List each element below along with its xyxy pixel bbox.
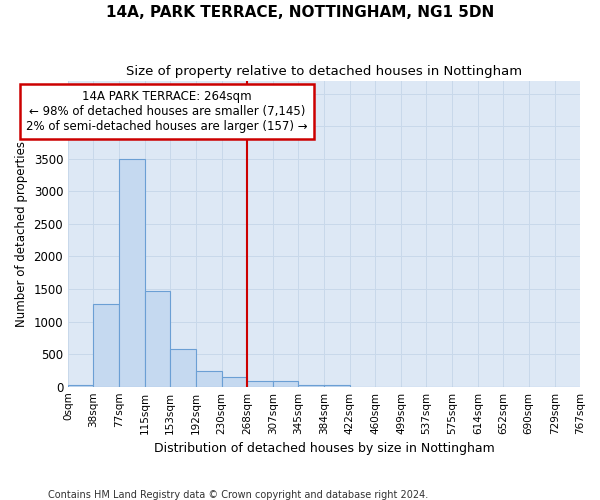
Bar [94, 304, 119, 386]
Bar [221, 377, 247, 386]
Text: 14A, PARK TERRACE, NOTTINGHAM, NG1 5DN: 14A, PARK TERRACE, NOTTINGHAM, NG1 5DN [106, 5, 494, 20]
Bar [196, 370, 221, 386]
X-axis label: Distribution of detached houses by size in Nottingham: Distribution of detached houses by size … [154, 442, 494, 455]
Y-axis label: Number of detached properties: Number of detached properties [15, 140, 28, 326]
Text: 14A PARK TERRACE: 264sqm
← 98% of detached houses are smaller (7,145)
2% of semi: 14A PARK TERRACE: 264sqm ← 98% of detach… [26, 90, 308, 134]
Bar [298, 385, 325, 386]
Bar [119, 158, 145, 386]
Bar [247, 382, 273, 386]
Title: Size of property relative to detached houses in Nottingham: Size of property relative to detached ho… [126, 65, 522, 78]
Bar [170, 349, 196, 387]
Bar [145, 291, 170, 386]
Bar [273, 382, 298, 386]
Text: Contains HM Land Registry data © Crown copyright and database right 2024.: Contains HM Land Registry data © Crown c… [48, 490, 428, 500]
Bar [68, 384, 94, 386]
Bar [325, 385, 350, 386]
